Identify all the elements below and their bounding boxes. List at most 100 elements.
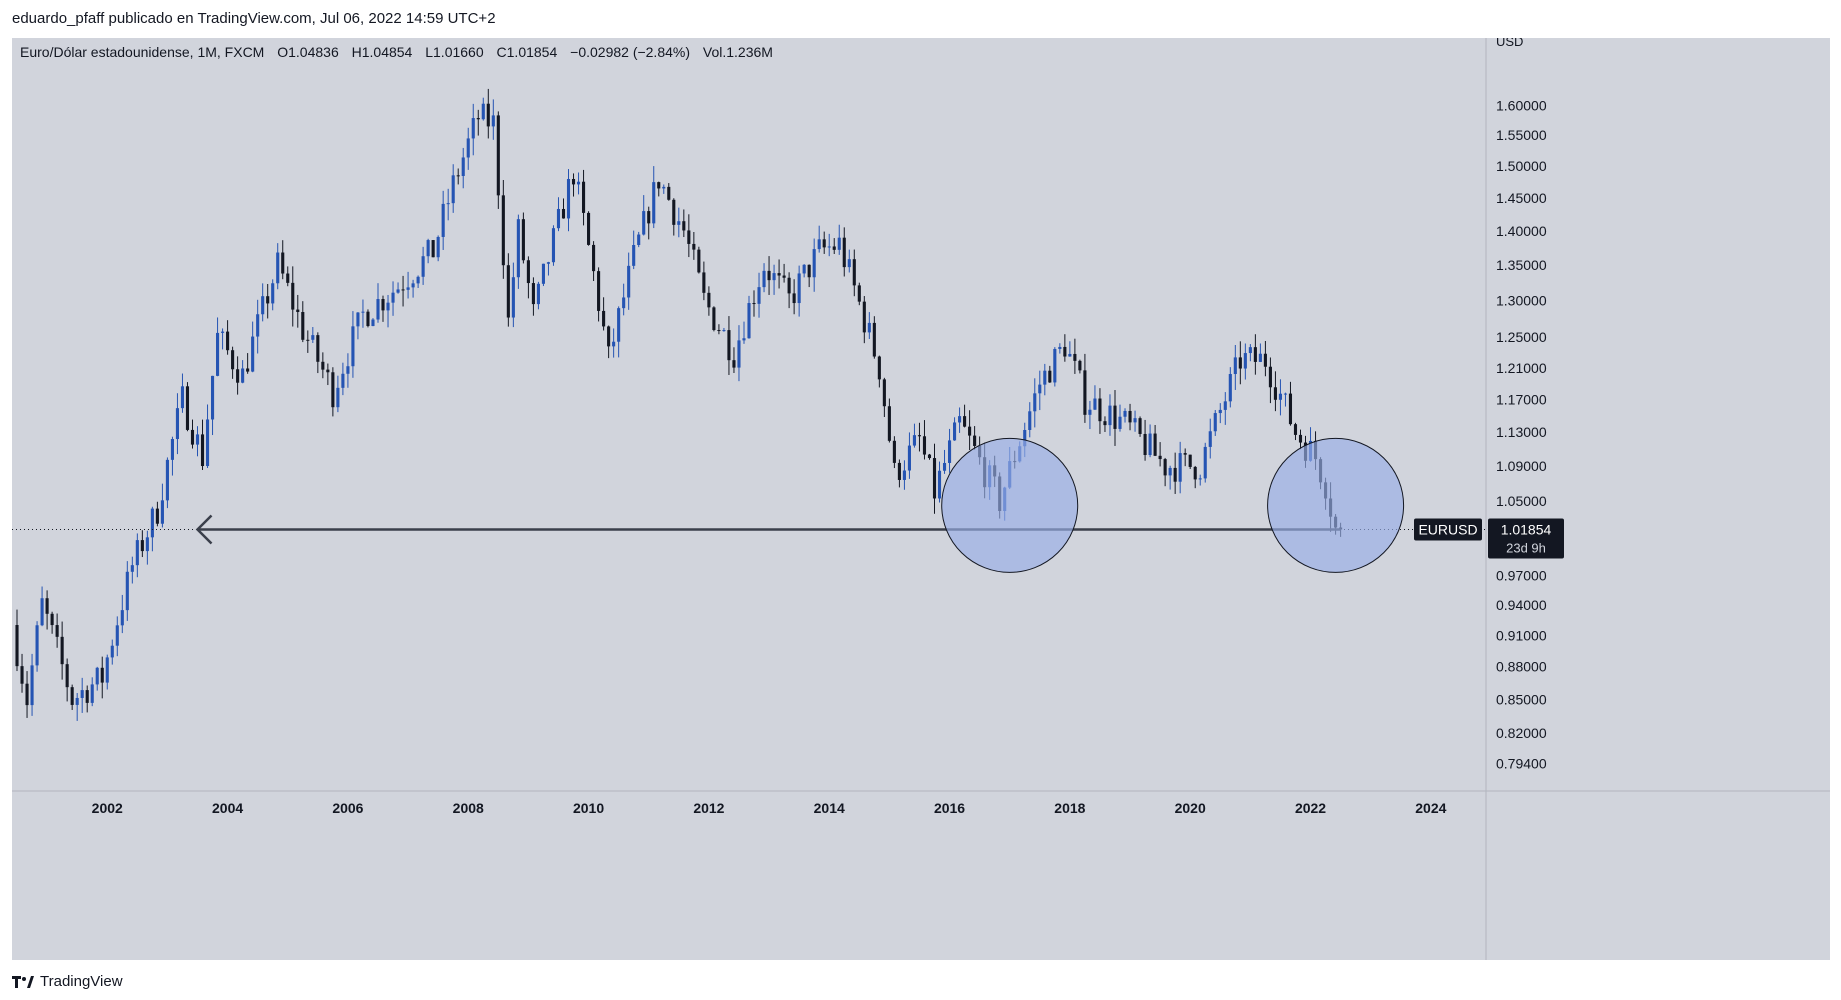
candle-body[interactable] — [150, 508, 154, 538]
candle-body[interactable] — [436, 236, 440, 258]
candle-body[interactable] — [822, 239, 826, 248]
candle-body[interactable] — [541, 263, 545, 284]
candle-body[interactable] — [657, 182, 661, 189]
candle-body[interactable] — [1183, 453, 1187, 455]
candle-body[interactable] — [892, 440, 896, 463]
candle-body[interactable] — [622, 297, 626, 309]
candle-body[interactable] — [1253, 347, 1257, 362]
candle-body[interactable] — [1228, 374, 1232, 402]
candle-body[interactable] — [396, 289, 400, 293]
candle-body[interactable] — [371, 319, 375, 327]
candle-body[interactable] — [907, 445, 911, 471]
candle-body[interactable] — [321, 361, 325, 370]
candle-body[interactable] — [441, 203, 445, 237]
candle-body[interactable] — [185, 386, 190, 430]
candle-body[interactable] — [190, 429, 195, 445]
candle-body[interactable] — [416, 276, 420, 284]
candle-body[interactable] — [897, 462, 901, 480]
candle-body[interactable] — [296, 309, 300, 313]
candle-body[interactable] — [1243, 353, 1247, 369]
candle-body[interactable] — [1273, 387, 1277, 400]
candle-body[interactable] — [842, 237, 846, 268]
candle-body[interactable] — [667, 186, 671, 200]
candle-body[interactable] — [55, 625, 59, 637]
candle-body[interactable] — [301, 312, 305, 340]
candle-body[interactable] — [165, 459, 169, 501]
candle-body[interactable] — [391, 292, 395, 303]
candle-body[interactable] — [867, 322, 871, 333]
candle-body[interactable] — [1233, 357, 1237, 375]
candle-body[interactable] — [561, 208, 566, 219]
candle-body[interactable] — [115, 625, 119, 646]
candle-body[interactable] — [612, 341, 616, 347]
candle-body[interactable] — [1108, 405, 1112, 426]
candle-body[interactable] — [832, 246, 836, 250]
candle-body[interactable] — [1098, 398, 1102, 422]
candle-body[interactable] — [90, 684, 94, 703]
candle-body[interactable] — [1133, 418, 1137, 423]
candle-body[interactable] — [877, 356, 881, 380]
candle-body[interactable] — [682, 221, 686, 231]
candle-body[interactable] — [401, 289, 405, 291]
candle-body[interactable] — [205, 419, 210, 467]
candle-body[interactable] — [762, 270, 766, 288]
candle-body[interactable] — [1198, 478, 1202, 480]
candle-body[interactable] — [1288, 393, 1293, 425]
candle-body[interactable] — [692, 243, 696, 250]
candle-body[interactable] — [491, 115, 495, 127]
candle-body[interactable] — [271, 283, 275, 304]
candle-body[interactable] — [381, 299, 385, 311]
candle-body[interactable] — [717, 330, 721, 332]
candle-body[interactable] — [1173, 467, 1177, 482]
candle-body[interactable] — [727, 330, 731, 361]
candle-body[interactable] — [331, 372, 335, 408]
candle-body[interactable] — [60, 636, 64, 665]
candle-body[interactable] — [737, 340, 741, 368]
candle-body[interactable] — [501, 195, 505, 266]
candle-body[interactable] — [276, 252, 280, 284]
candle-body[interactable] — [712, 307, 716, 331]
candle-body[interactable] — [571, 178, 576, 185]
candle-body[interactable] — [602, 310, 606, 327]
candle-body[interactable] — [642, 211, 646, 235]
candle-body[interactable] — [556, 208, 561, 229]
candle-body[interactable] — [45, 598, 49, 614]
candle-body[interactable] — [75, 697, 79, 705]
candle-body[interactable] — [140, 540, 144, 552]
candle-body[interactable] — [937, 470, 942, 499]
candle-body[interactable] — [50, 613, 54, 626]
candle-body[interactable] — [882, 379, 886, 407]
candle-body[interactable] — [782, 275, 786, 278]
candle-body[interactable] — [1248, 347, 1252, 354]
candle-body[interactable] — [546, 262, 551, 264]
candle-body[interactable] — [1278, 393, 1282, 400]
candle-body[interactable] — [872, 322, 876, 357]
candle-body[interactable] — [326, 369, 330, 373]
candle-body[interactable] — [421, 256, 425, 277]
candle-body[interactable] — [917, 435, 922, 437]
candle-body[interactable] — [827, 246, 831, 248]
candle-body[interactable] — [1268, 366, 1272, 388]
candle-body[interactable] — [1078, 360, 1082, 371]
candle-body[interactable] — [180, 386, 185, 409]
candle-body[interactable] — [170, 439, 174, 460]
candle-body[interactable] — [261, 296, 265, 315]
candle-body[interactable] — [1138, 418, 1142, 434]
candle-body[interactable] — [617, 308, 621, 342]
candle-body[interactable] — [592, 244, 596, 272]
candle-body[interactable] — [65, 664, 69, 688]
candle-body[interactable] — [336, 387, 340, 408]
candle-body[interactable] — [1028, 411, 1032, 430]
candle-body[interactable] — [1193, 466, 1197, 480]
candle-body[interactable] — [471, 118, 475, 139]
candle-body[interactable] — [506, 265, 510, 318]
candle-body[interactable] — [145, 537, 149, 552]
chart-area[interactable]: USD 1.60000 1.55000 1.50000 1.45000 1.40000 1.… — [12, 38, 1830, 960]
candle-body[interactable] — [246, 368, 250, 372]
candle-body[interactable] — [476, 118, 480, 120]
candle-body[interactable] — [707, 292, 711, 308]
candle-body[interactable] — [531, 283, 535, 305]
candle-body[interactable] — [1088, 409, 1092, 415]
candle-body[interactable] — [887, 406, 891, 441]
candle-body[interactable] — [1258, 353, 1262, 362]
